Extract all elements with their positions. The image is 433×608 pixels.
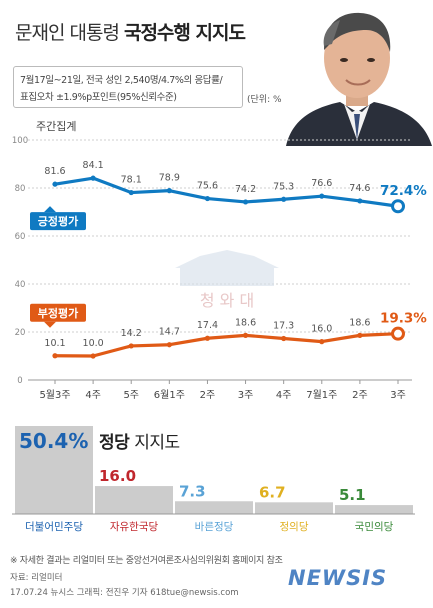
y-tick-label: 40 [15, 280, 26, 290]
x-tick-label: 2주 [200, 390, 216, 401]
data-label: 75.3 [273, 181, 294, 192]
data-point [357, 332, 363, 338]
party-title-rest: 지지도 [134, 433, 180, 453]
data-point [281, 196, 287, 202]
data-label: 76.6 [311, 178, 332, 189]
data-point [242, 332, 249, 338]
data-point [242, 199, 249, 205]
data-label: 17.4 [197, 320, 218, 331]
party-category-label: 바른정당 [195, 521, 234, 533]
newsis-logo: NEWSIS [288, 566, 388, 590]
x-tick-label: 6월1주 [154, 389, 185, 401]
data-label: 78.9 [159, 173, 180, 184]
data-point [166, 342, 172, 348]
x-tick-label: 7월1주 [306, 389, 337, 401]
data-label: 81.6 [44, 166, 65, 177]
party-category-label: 자유한국당 [110, 521, 159, 533]
data-point [281, 335, 287, 342]
data-point [319, 193, 325, 199]
x-tick-label: 4주 [85, 390, 101, 401]
data-label: 74.2 [235, 184, 256, 195]
y-tick-label: 0 [17, 376, 22, 386]
x-tick-label: 5주 [123, 390, 139, 401]
data-label-latest: 19.3% [380, 311, 427, 327]
data-label: 16.0 [311, 324, 332, 335]
data-point [166, 188, 172, 194]
president-portrait [282, 0, 433, 146]
data-point [319, 339, 325, 345]
series-label: 긍정평가 [38, 214, 78, 228]
series-line-negative [54, 332, 399, 358]
data-label: 10.0 [83, 338, 104, 349]
survey-line-1: 7월17일~21일, 전국 성인 2,540명/4.7%의 응답률/ [20, 75, 223, 86]
party-chart-title: 정당 지지도 [99, 428, 180, 453]
data-point [52, 181, 58, 187]
party-title-bold: 정당 [99, 433, 130, 453]
party-value-label: 16.0 [99, 467, 136, 485]
party-bar [15, 426, 93, 514]
party-category-label: 정의당 [280, 521, 309, 533]
data-point [52, 353, 58, 359]
approval-chart: 0 20 40 60 80 100 청 와 대 81.6 84.1 78.1 78.9 75.6 7… [12, 136, 427, 533]
weekly-label: 주간집계 [36, 120, 77, 133]
data-point [128, 189, 134, 196]
footer-source: 자료: 리얼미터 [10, 573, 63, 583]
party-category-label: 더불어민주당 [25, 521, 83, 533]
data-label: 75.6 [197, 181, 218, 192]
page-title: 문재인 대통령 국정수행 지지도 [15, 18, 246, 45]
party-bar [255, 502, 333, 514]
data-label: 14.7 [159, 327, 180, 338]
data-label: 18.6 [349, 317, 370, 328]
data-label: 74.6 [349, 183, 370, 194]
data-point [128, 343, 134, 349]
footer-note: ※ 자세한 결과는 리얼미터 또는 중앙선거여론조사심의위원회 홈페이지 참조 [10, 556, 283, 566]
party-bar [335, 505, 413, 514]
x-tick-label: 2주 [352, 390, 368, 401]
series-label-pointer [44, 206, 56, 213]
footer-credit: 17.07.24 뉴시스 그래픽: 전진우 기자 618tue@newsis.c… [10, 588, 239, 598]
data-point [204, 195, 211, 202]
data-point [391, 199, 405, 214]
unit-label: (단위: %) [247, 95, 286, 105]
y-tick-label: 20 [15, 328, 26, 338]
party-category-label: 국민의당 [355, 521, 394, 533]
data-label: 18.6 [235, 317, 256, 328]
party-value-label: 7.3 [179, 482, 206, 500]
data-label: 17.3 [273, 320, 294, 331]
watermark-building: 청 와 대 [175, 250, 279, 310]
data-point [90, 353, 96, 359]
data-label-latest: 72.4% [380, 183, 427, 199]
x-tick-label: 3주 [390, 390, 406, 401]
party-value-label: 6.7 [259, 483, 286, 501]
series-label-pointer [44, 321, 56, 328]
data-label: 10.1 [44, 338, 65, 349]
data-label: 78.1 [121, 175, 142, 186]
series-label: 부정평가 [38, 306, 78, 320]
title-prefix: 문재인 대통령 [15, 22, 120, 44]
party-bar [175, 501, 253, 514]
data-point [204, 335, 211, 341]
x-tick-label: 3주 [238, 390, 254, 401]
watermark-text: 청 와 대 [200, 291, 254, 310]
title-emphasis: 국정수행 지지도 [123, 22, 246, 44]
x-tick-label: 5월3주 [39, 389, 70, 401]
party-value-label: 50.4% [19, 429, 88, 453]
data-point [357, 198, 363, 204]
data-label: 84.1 [83, 160, 104, 171]
party-value-label: 5.1 [339, 486, 366, 504]
survey-info-box: 7월17일~21일, 전국 성인 2,540명/4.7%의 응답률/ 표집오차 … [13, 66, 243, 108]
y-tick-label: 60 [15, 232, 26, 242]
data-point [391, 326, 405, 341]
y-tick-label: 80 [15, 184, 26, 194]
y-tick-label: 100 [12, 136, 28, 146]
x-tick-label: 4주 [276, 390, 292, 401]
party-bar [95, 486, 173, 514]
data-label: 14.2 [121, 328, 142, 339]
series-label-box [30, 212, 86, 231]
survey-line-2: 표집오차 ±1.9%p포인트(95%신뢰수준) [20, 92, 177, 103]
series-line-positive [54, 176, 399, 208]
data-point [90, 175, 96, 181]
series-label-box [30, 303, 86, 322]
